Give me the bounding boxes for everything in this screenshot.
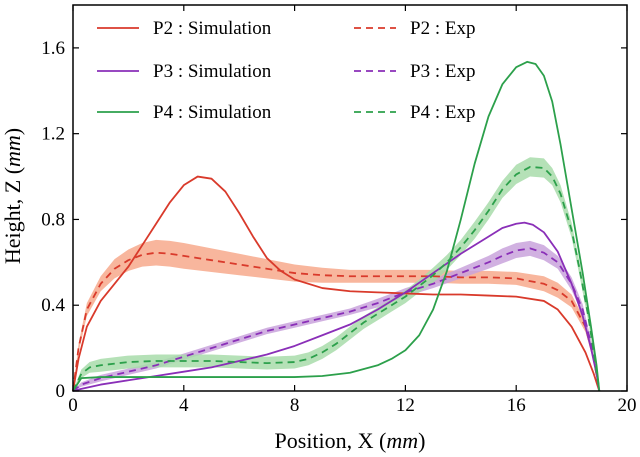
legend-label-p2-simulation: P2 : Simulation [153, 18, 272, 39]
legend-label-p4-simulation: P4 : Simulation [153, 102, 272, 123]
axis-ticks-layer: 0 4 8 12 16 20 0 0.4 0.8 1.2 1.6 [41, 5, 637, 416]
x-axis-label-unit: mm [386, 428, 418, 453]
y-tick-label-1.2: 1.2 [41, 124, 65, 145]
line-p4-simulation [72, 60, 601, 392]
plot-frame [72, 4, 628, 392]
y-tick-label-0: 0 [56, 381, 66, 402]
legend-label-p3-exp: P3 : Exp [410, 61, 475, 82]
legend: P2 : Simulation P3 : Simulation P4 : Simul… [97, 18, 475, 123]
x-axis-label-prefix: Position, X ( [275, 428, 387, 453]
y-tick-label-0.4: 0.4 [41, 295, 65, 316]
x-tick-label-16: 16 [507, 395, 526, 416]
series-lines-layer [72, 60, 601, 392]
y-axis-label-prefix: Height, Z ( [0, 167, 25, 264]
x-tick-label-12: 12 [396, 395, 415, 416]
x-tick-label-20: 20 [618, 395, 637, 416]
y-tick-label-1.6: 1.6 [41, 38, 65, 59]
error-bands-layer [73, 157, 600, 391]
legend-label-p4-exp: P4 : Exp [410, 102, 475, 123]
x-tick-label-0: 0 [68, 395, 78, 416]
x-axis-label: Position, X (mm) [275, 428, 426, 453]
line-p3-exp [72, 247, 601, 392]
x-axis-label-suffix: ) [418, 428, 425, 453]
y-axis-label: Height, Z (mm) [0, 128, 25, 264]
band-p2-exp [73, 239, 600, 391]
band-p3-exp [73, 240, 600, 391]
x-tick-label-8: 8 [290, 395, 300, 416]
y-axis-label-unit: mm [0, 135, 25, 167]
line-p2-simulation [72, 175, 601, 392]
y-axis-label-suffix: ) [0, 128, 25, 135]
legend-label-p2-exp: P2 : Exp [410, 18, 475, 39]
x-tick-label-4: 4 [179, 395, 189, 416]
legend-label-p3-simulation: P3 : Simulation [153, 61, 272, 82]
y-tick-label-0.8: 0.8 [41, 209, 65, 230]
line-p3-simulation [72, 221, 601, 392]
